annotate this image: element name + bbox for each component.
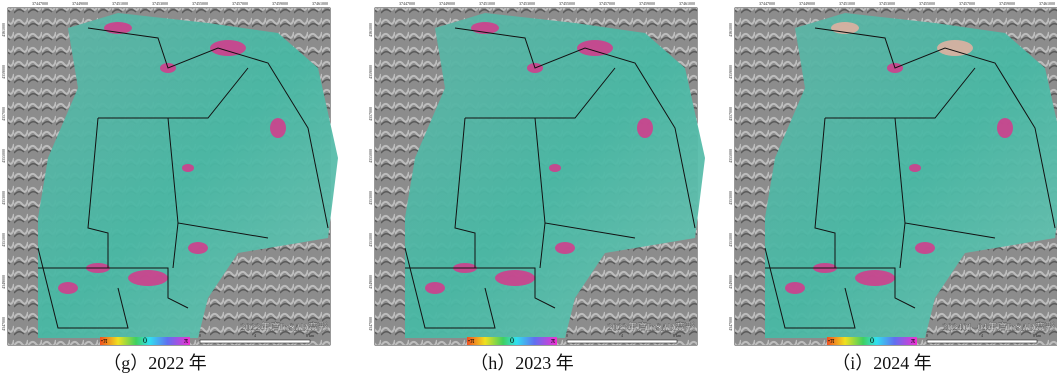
- y-coordinate: 4353000: [728, 191, 733, 205]
- y-coordinate: 4351000: [1, 233, 6, 247]
- y-coordinate: 4355000: [1, 149, 6, 163]
- x-coordinate: 37453000: [152, 1, 168, 6]
- x-coordinate: 37451000: [839, 1, 855, 6]
- x-coordinate: 37447000: [32, 1, 48, 6]
- legend-label: π: [551, 336, 555, 345]
- map-panel: 37447000 37449000 37451000 37453000 37455000…: [368, 1, 705, 373]
- legend-label: 0: [870, 336, 874, 345]
- figure: 37447000 37449000 37451000 37453000 37455000…: [0, 0, 1057, 379]
- legend-label: -π: [101, 336, 108, 345]
- y-coordinate: 4351000: [368, 233, 373, 247]
- scale-label: 4: [621, 333, 623, 338]
- caption: （g）2022 年: [103, 353, 207, 373]
- scale-label: 4: [254, 333, 256, 338]
- deformation-spot: [997, 118, 1013, 138]
- y-coordinate: 4349000: [728, 275, 733, 289]
- legend-label: π: [184, 336, 188, 345]
- y-coordinate: 4361000: [728, 23, 733, 37]
- deformation-spot: [549, 164, 561, 172]
- scale-bar: [927, 340, 1037, 343]
- y-coordinate: 4353000: [1, 191, 6, 205]
- y-coordinate: 4357000: [728, 107, 733, 121]
- x-coordinate: 37461000: [679, 1, 695, 6]
- x-coordinate: 37459000: [272, 1, 288, 6]
- map-label: 202401–04年度InSAR变形: [942, 320, 1055, 333]
- legend-label: -π: [468, 336, 475, 345]
- y-coordinate: 4359000: [1, 65, 6, 79]
- x-coordinate: 37449000: [799, 1, 815, 6]
- scale-label: 0: [566, 333, 568, 338]
- x-coordinate: 37455000: [192, 1, 208, 6]
- x-coordinate: 37453000: [519, 1, 535, 6]
- y-coordinate: 4361000: [1, 23, 6, 37]
- deformation-spot: [425, 282, 445, 294]
- x-coordinate: 37449000: [439, 1, 455, 6]
- legend-label: π: [911, 336, 915, 345]
- x-coordinate: 37457000: [599, 1, 615, 6]
- x-coordinate: 37451000: [479, 1, 495, 6]
- y-coordinate: 4349000: [1, 275, 6, 289]
- deformation-spot: [909, 164, 921, 172]
- x-coordinate: 37457000: [232, 1, 248, 6]
- map-label: 2023年度InSAR变形: [607, 320, 695, 333]
- deformation-spot: [188, 242, 208, 254]
- scale-bar: [567, 340, 677, 343]
- deformation-spot: [270, 118, 286, 138]
- x-coordinate: 37447000: [399, 1, 415, 6]
- deformation-spot: [785, 282, 805, 294]
- y-coordinate: 4347000: [368, 317, 373, 331]
- caption: （h）2023 年: [470, 353, 574, 373]
- legend-label: 0: [510, 336, 514, 345]
- deformation-spot: [182, 164, 194, 172]
- map-panel: 37447000 37449000 37451000 37453000 37455000…: [728, 1, 1057, 373]
- legend-label: -π: [828, 336, 835, 345]
- x-coordinate: 37461000: [312, 1, 328, 6]
- x-coordinate: 37459000: [639, 1, 655, 6]
- x-coordinate: 37449000: [72, 1, 88, 6]
- scale-label: 0: [199, 333, 201, 338]
- x-coordinate: 37455000: [559, 1, 575, 6]
- y-coordinate: 4361000: [368, 23, 373, 37]
- y-coordinate: 4347000: [728, 317, 733, 331]
- deformation-spot: [855, 270, 895, 286]
- deformation-spot: [210, 40, 246, 56]
- caption: （i）2024 年: [832, 353, 932, 373]
- y-coordinate: 4355000: [368, 149, 373, 163]
- x-coordinate: 37453000: [879, 1, 895, 6]
- scale-bar: [200, 340, 310, 343]
- deformation-spot: [637, 118, 653, 138]
- deformation-spot: [555, 242, 575, 254]
- x-coordinate: 37461000: [1039, 1, 1055, 6]
- x-coordinate: 37457000: [959, 1, 975, 6]
- x-coordinate: 37451000: [112, 1, 128, 6]
- map-label: 2022年度InSAR变形: [240, 320, 328, 333]
- x-coordinate: 37455000: [919, 1, 935, 6]
- deformation-spot: [58, 282, 78, 294]
- deformation-spot: [915, 242, 935, 254]
- scale-label: 8 km: [306, 333, 315, 338]
- legend-label: 0: [143, 336, 147, 345]
- scale-label: 4: [981, 333, 983, 338]
- deformation-spot: [128, 270, 168, 286]
- y-coordinate: 4357000: [1, 107, 6, 121]
- deformation-spot: [495, 270, 535, 286]
- y-coordinate: 4349000: [368, 275, 373, 289]
- y-coordinate: 4359000: [368, 65, 373, 79]
- y-coordinate: 4353000: [368, 191, 373, 205]
- y-coordinate: 4347000: [1, 317, 6, 331]
- x-coordinate: 37447000: [759, 1, 775, 6]
- deformation-spot: [937, 40, 973, 56]
- y-coordinate: 4351000: [728, 233, 733, 247]
- y-coordinate: 4355000: [728, 149, 733, 163]
- scale-label: 0: [926, 333, 928, 338]
- scale-label: 8 km: [673, 333, 682, 338]
- deformation-spot: [577, 40, 613, 56]
- scale-label: 8 km: [1033, 333, 1042, 338]
- map-panel: 37447000 37449000 37451000 37453000 37455000…: [1, 1, 338, 373]
- y-coordinate: 4357000: [368, 107, 373, 121]
- y-coordinate: 4359000: [728, 65, 733, 79]
- x-coordinate: 37459000: [999, 1, 1015, 6]
